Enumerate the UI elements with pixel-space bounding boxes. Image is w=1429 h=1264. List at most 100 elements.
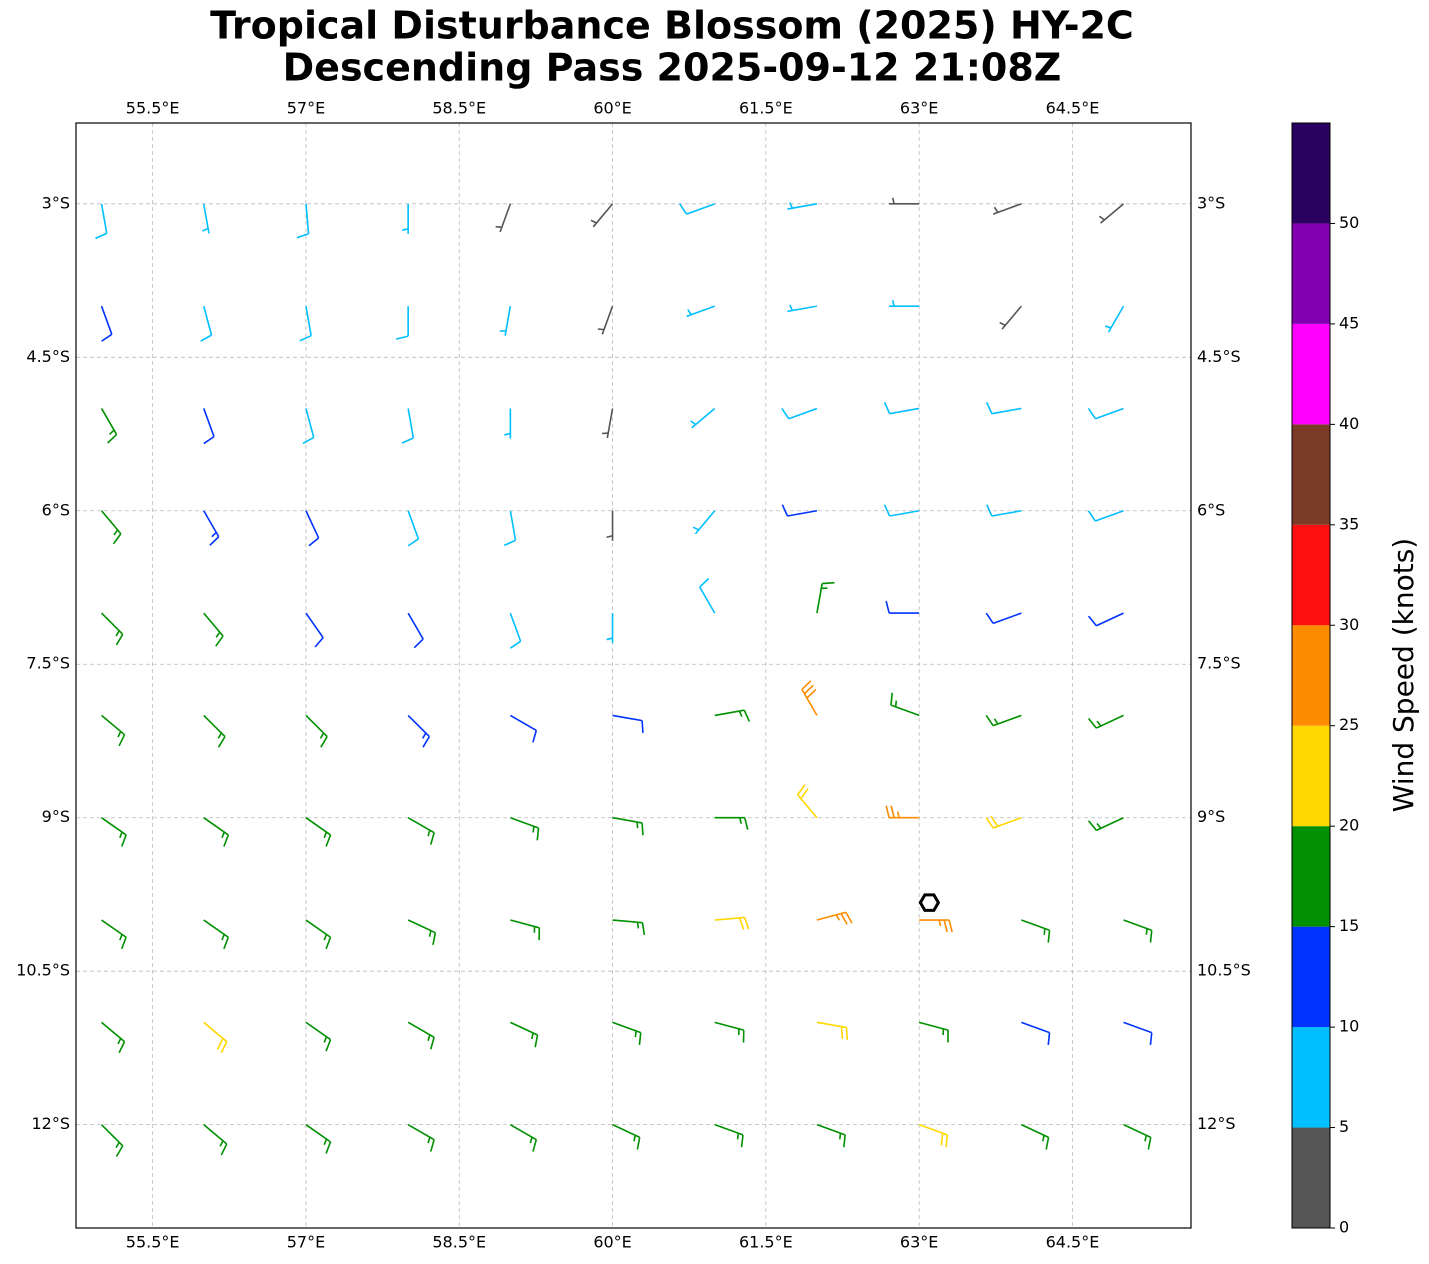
wind-barb: [305, 919, 332, 950]
wind-barb: [203, 817, 230, 847]
wind-barb: [305, 612, 324, 648]
barb-shape: [889, 197, 920, 205]
wind-barb: [407, 612, 424, 649]
barb-shape: [612, 919, 646, 935]
wind-barb: [985, 612, 1022, 625]
barb-shape: [690, 407, 716, 429]
wind-barb: [495, 203, 512, 233]
x-tick-label: 57°E: [287, 1233, 325, 1252]
barb-shape: [816, 911, 853, 925]
barb-shape: [203, 817, 230, 847]
colorbar-tick-label: 35: [1339, 514, 1359, 533]
barb-shape: [305, 919, 332, 950]
barb-shape: [401, 203, 409, 234]
wind-barb: [101, 817, 127, 847]
wind-barb: [986, 402, 1022, 415]
wind-barb: [401, 203, 409, 234]
wind-barb: [100, 510, 122, 545]
wind-barb: [203, 612, 224, 647]
barb-shape: [919, 919, 953, 933]
x-tick-label: 63°E: [900, 1233, 938, 1252]
barb-shape: [606, 613, 614, 644]
barb-shape: [509, 612, 522, 649]
wind-barb: [407, 714, 431, 748]
wind-barb: [678, 203, 716, 215]
x-tick-label: 57°E: [287, 99, 325, 118]
wind-barb: [203, 510, 220, 546]
barb-shape: [787, 304, 818, 313]
barb-shape: [686, 305, 716, 318]
wind-barb: [1123, 1021, 1153, 1045]
wind-barb: [1104, 305, 1125, 333]
barb-shape: [816, 1123, 846, 1148]
colorbar-band: [1292, 223, 1330, 324]
wind-barb: [714, 1021, 745, 1043]
colorbar-band: [1292, 424, 1330, 525]
barb-shape: [299, 306, 312, 342]
wind-barb: [1123, 1123, 1152, 1150]
wind-barb: [612, 1123, 641, 1150]
wind-barb: [714, 1123, 744, 1148]
barb-shape: [1087, 714, 1124, 729]
wind-barb: [918, 1123, 949, 1148]
x-tick-label: 64.5°E: [1046, 1233, 1100, 1252]
barb-shape: [100, 612, 124, 646]
barb-shape: [787, 202, 818, 210]
wind-barb: [499, 306, 512, 336]
wind-barb: [395, 306, 409, 340]
wind-barb: [510, 816, 540, 841]
barb-shape: [612, 1021, 642, 1045]
barb-shape: [986, 402, 1022, 415]
colorbar-band: [1292, 625, 1330, 726]
barb-shape: [918, 1123, 949, 1148]
barb-shape: [678, 203, 716, 215]
barb-shape: [407, 1123, 435, 1152]
barb-shape: [305, 714, 328, 748]
y-tick-label: 3°S: [42, 193, 70, 212]
barb-shape: [305, 510, 320, 547]
wind-barb: [1021, 1123, 1050, 1150]
colorbar-tick-label: 0: [1339, 1218, 1349, 1237]
barb-shape: [1104, 305, 1125, 333]
y-tick-label: 10.5°S: [16, 961, 70, 980]
wind-barb: [305, 817, 332, 847]
x-tick-label: 58.5°E: [432, 99, 486, 118]
barb-shape: [510, 1021, 539, 1048]
barb-shape: [1087, 407, 1124, 420]
colorbar-band: [1292, 323, 1330, 425]
y-tick-label: 10.5°S: [1197, 961, 1251, 980]
barb-shape: [992, 203, 1022, 215]
y-tick-label: 4.5°S: [1197, 347, 1241, 366]
barb-shape: [612, 816, 644, 836]
barb-shape: [203, 510, 220, 546]
barb-shape: [714, 916, 750, 930]
barb-shape: [590, 203, 614, 228]
y-tick-label: 7.5°S: [1197, 654, 1241, 673]
wind-barb: [305, 1021, 332, 1052]
x-tick-label: 63°E: [900, 99, 938, 118]
barb-shape: [816, 581, 835, 614]
barb-shape: [714, 709, 751, 722]
x-tick-label: 55.5°E: [126, 99, 180, 118]
wind-barb: [1021, 919, 1051, 943]
y-tick-label: 12°S: [31, 1114, 70, 1133]
wind-barb: [509, 714, 538, 743]
wind-barb: [714, 916, 750, 930]
barb-shape: [203, 714, 226, 748]
wind-barb: [100, 1124, 124, 1157]
wind-barb: [1087, 407, 1124, 420]
barb-shape: [305, 1124, 332, 1154]
wind-barb: [686, 305, 716, 318]
x-tick-label: 58.5°E: [432, 1233, 486, 1252]
x-tick-label: 55.5°E: [126, 1233, 180, 1252]
barb-shape: [101, 714, 126, 747]
wind-barb: [202, 203, 210, 234]
barb-shape: [296, 203, 310, 239]
barb-shape: [499, 306, 512, 336]
wind-barb: [407, 1123, 435, 1152]
wind-barb: [612, 919, 646, 935]
barb-shape: [100, 510, 122, 545]
wind-barb: [985, 815, 1022, 829]
barb-shape: [200, 305, 213, 342]
wind-barb: [509, 1123, 538, 1152]
